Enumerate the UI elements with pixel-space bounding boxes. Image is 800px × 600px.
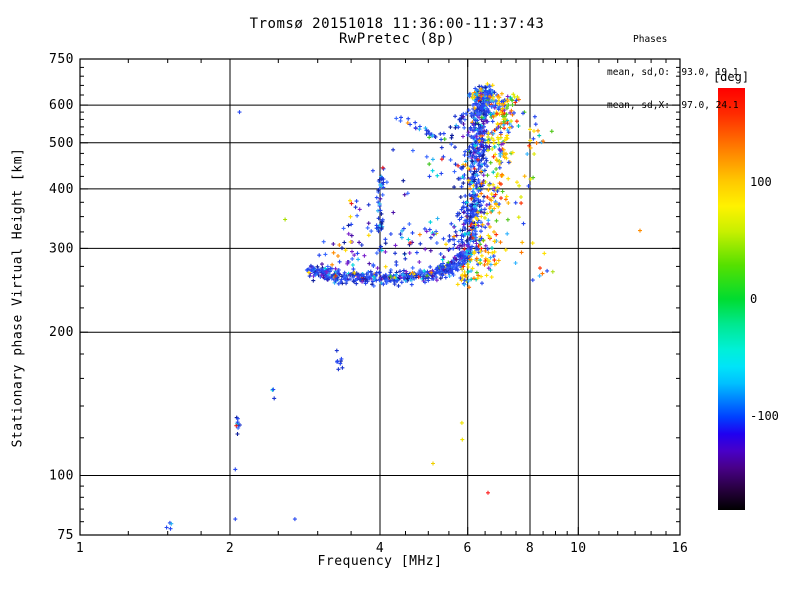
- svg-text:-100: -100: [750, 409, 779, 423]
- svg-text:0: 0: [750, 292, 757, 306]
- svg-text:1: 1: [76, 541, 84, 556]
- svg-text:75: 75: [57, 528, 74, 543]
- phases-header: Phases: [633, 34, 668, 45]
- svg-text:4: 4: [376, 541, 384, 556]
- svg-text:300: 300: [49, 241, 74, 256]
- phases-mean-o: mean, sd,O: -93.0, 19.1: [607, 67, 739, 78]
- svg-text:2: 2: [226, 541, 234, 556]
- tick-labels: 1 2 4 6 8 10 16 75 100 200 300 400 500 600 750: [49, 52, 688, 556]
- axis-ticks: [79, 58, 681, 536]
- phases-annotation: Phases mean, sd,O: -93.0, 19.1 mean, sd,…: [607, 12, 739, 133]
- svg-text:16: 16: [672, 541, 689, 556]
- grid-lines: [80, 59, 680, 535]
- chart-title: Tromsø 20151018 11:36:00-11:37:43: [249, 16, 545, 32]
- y-axis-label: Stationary phase Virtual Height [km]: [10, 147, 26, 448]
- data-points: [164, 81, 642, 531]
- phases-mean-x: mean, sd,X: 97.0, 24.1: [607, 100, 739, 111]
- svg-text:200: 200: [49, 325, 74, 340]
- svg-text:500: 500: [49, 136, 74, 151]
- colorbar: 100 0 -100: [718, 88, 779, 510]
- svg-text:100: 100: [49, 469, 74, 484]
- x-axis-label: Frequency [MHz]: [317, 554, 443, 569]
- colorbar-tick-labels: 100 0 -100: [750, 175, 779, 423]
- colorbar-unit-label: [deg]: [712, 70, 750, 84]
- svg-text:750: 750: [49, 52, 74, 67]
- svg-text:100: 100: [750, 175, 772, 189]
- svg-text:10: 10: [570, 541, 587, 556]
- svg-text:8: 8: [526, 541, 534, 556]
- svg-text:400: 400: [49, 182, 74, 197]
- chart-subtitle: RwPretec (8p): [338, 31, 456, 47]
- svg-text:6: 6: [464, 541, 472, 556]
- svg-text:600: 600: [49, 98, 74, 113]
